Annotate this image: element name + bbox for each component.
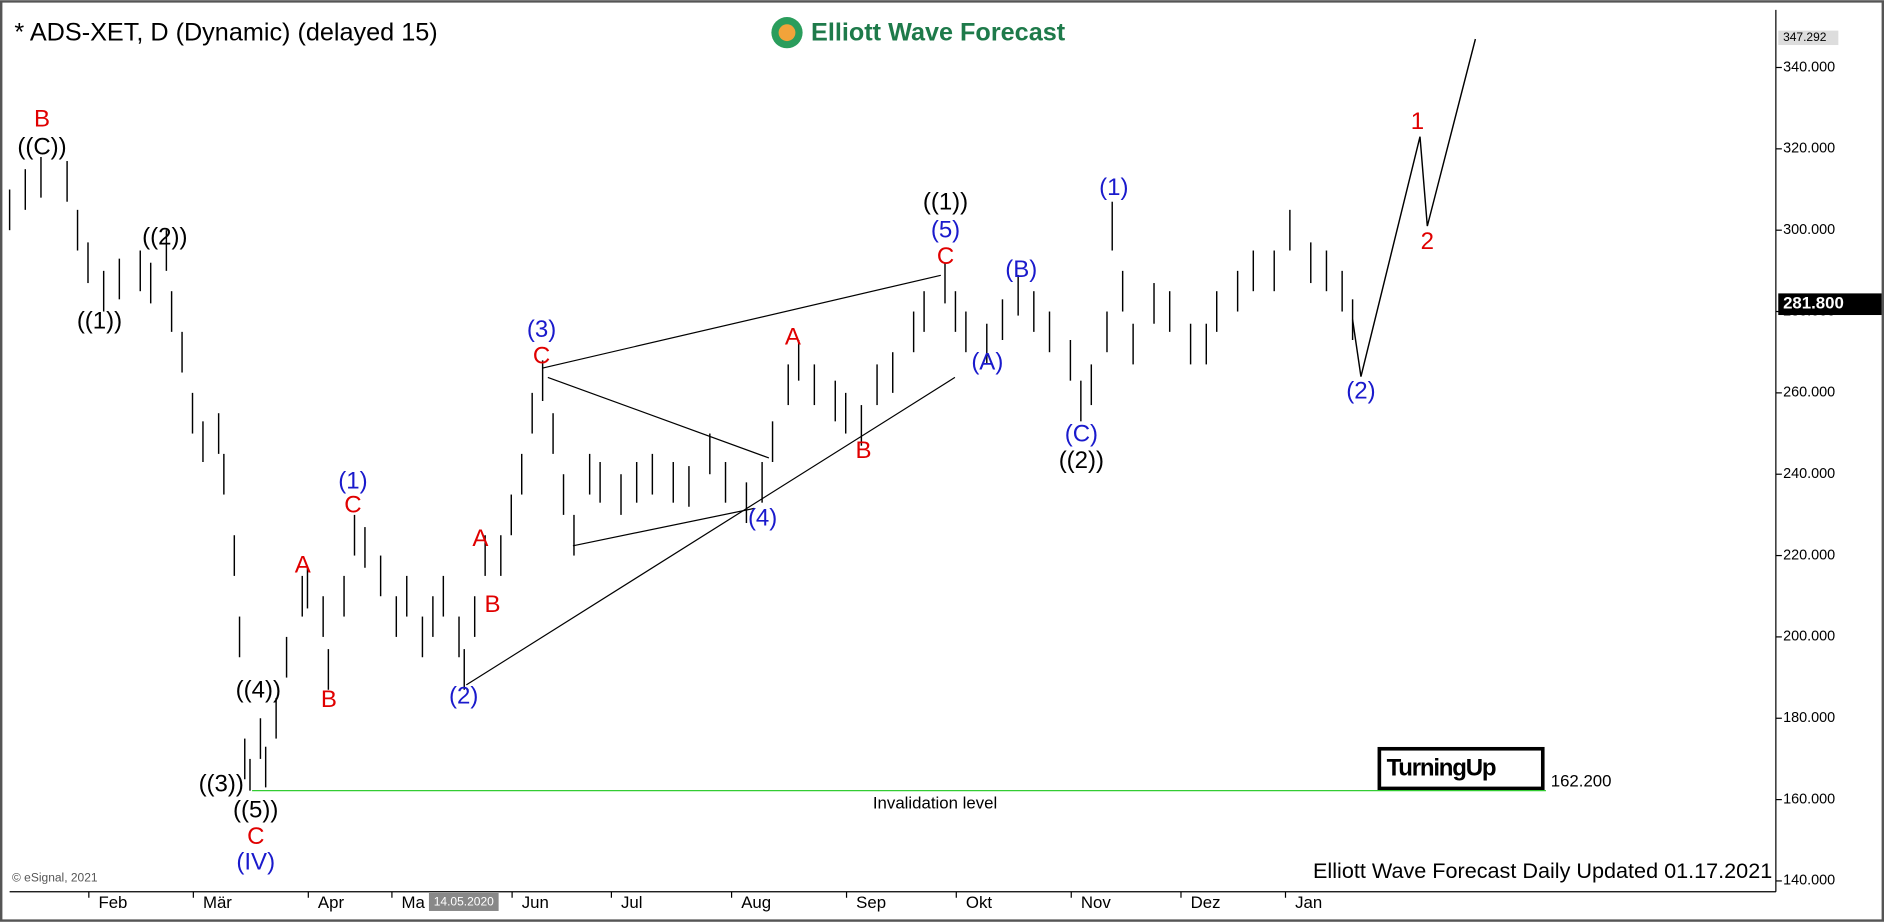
x-tick-label: Okt bbox=[966, 893, 992, 912]
wave-label: ((4)) bbox=[236, 676, 281, 703]
badge: TurningUp bbox=[1387, 755, 1496, 782]
y-tick-label: 220.000 bbox=[1783, 547, 1835, 563]
wave-label: C bbox=[247, 823, 264, 850]
y-tick-label: 320.000 bbox=[1783, 141, 1835, 157]
wave-label: C bbox=[344, 491, 361, 518]
trend-line bbox=[466, 376, 956, 686]
x-tick-label: Jun bbox=[522, 893, 549, 912]
x-tick-label: Jul bbox=[621, 893, 643, 912]
wave-label: ((C)) bbox=[17, 133, 66, 160]
x-tick-label: Mär bbox=[203, 893, 232, 912]
footer: Elliott Wave Forecast Daily Updated 01.1… bbox=[1313, 858, 1772, 883]
wave-label: 1 bbox=[1411, 108, 1424, 135]
logo-icon-inner bbox=[778, 24, 796, 42]
y-tick-label: 200.000 bbox=[1783, 629, 1835, 645]
y-tick-label: 180.000 bbox=[1783, 710, 1835, 726]
y-tick-label: 260.000 bbox=[1783, 385, 1835, 401]
y-tick-label: 140.000 bbox=[1783, 873, 1835, 889]
x-tick-label: Feb bbox=[98, 893, 127, 912]
wave-label: A bbox=[472, 525, 488, 552]
wave-label: (2) bbox=[449, 682, 478, 709]
cursor-box bbox=[428, 892, 499, 911]
x-tick-label: Sep bbox=[856, 893, 886, 912]
x-tick-label: Ma bbox=[402, 893, 426, 912]
wave-label: (IV) bbox=[236, 848, 275, 875]
logo: Elliott Wave Forecast bbox=[811, 19, 1066, 47]
chart-title: * ADS-XET, D (Dynamic) (delayed 15) bbox=[14, 19, 437, 47]
wave-label: ((1)) bbox=[77, 307, 122, 334]
wave-label: ((2)) bbox=[1059, 447, 1104, 474]
x-tick-label: Jan bbox=[1295, 893, 1322, 912]
invalidation-value: 162.200 bbox=[1551, 772, 1612, 791]
wave-label: 2 bbox=[1421, 228, 1434, 255]
wave-label: (1) bbox=[338, 467, 367, 494]
wave-label: ((2)) bbox=[142, 224, 187, 251]
wave-label: ((5)) bbox=[233, 797, 278, 824]
y-tick-label: 160.000 bbox=[1783, 791, 1835, 807]
wave-label: ((3)) bbox=[199, 770, 244, 797]
projection-line bbox=[1351, 38, 1477, 377]
copyright: © eSignal, 2021 bbox=[12, 871, 98, 885]
wave-label: C bbox=[937, 243, 954, 270]
price-tag: 347.292 bbox=[1783, 30, 1827, 44]
wave-label: A bbox=[785, 323, 801, 350]
price-tag-box bbox=[1778, 30, 1839, 46]
wave-label: (1) bbox=[1099, 174, 1128, 201]
x-tick-label: Apr bbox=[318, 893, 345, 912]
y-tick-label: 340.000 bbox=[1783, 59, 1835, 75]
wave-label: B bbox=[34, 106, 50, 133]
trend-line bbox=[572, 507, 755, 547]
wave-label: B bbox=[484, 591, 500, 618]
wave-label: (B) bbox=[1005, 256, 1037, 283]
trend-line bbox=[547, 376, 770, 459]
wave-label: C bbox=[533, 342, 550, 369]
x-tick-label: Dez bbox=[1191, 893, 1221, 912]
wave-label: (3) bbox=[527, 316, 556, 343]
wave-label: (C) bbox=[1065, 421, 1098, 448]
wave-label: B bbox=[855, 437, 871, 464]
wave-label: (2) bbox=[1346, 377, 1375, 404]
wave-label: A bbox=[295, 551, 311, 578]
x-tick-label: Aug bbox=[741, 893, 771, 912]
trend-line bbox=[542, 274, 941, 369]
wave-label: (5) bbox=[931, 216, 960, 243]
x-tick-label: Nov bbox=[1081, 893, 1111, 912]
plot: 140.000 160.000 180.000 200.000 220.000 240.0… bbox=[8, 30, 1882, 912]
y-tick-label: 300.000 bbox=[1783, 222, 1835, 238]
wave-label: (A) bbox=[971, 349, 1003, 376]
badge-box bbox=[1377, 746, 1545, 791]
invalidation-label: Invalidation level bbox=[873, 793, 997, 812]
wave-label: ((1)) bbox=[923, 189, 968, 216]
cursor-date: 14.05.2020 bbox=[434, 895, 494, 909]
price-tag-box bbox=[1778, 293, 1882, 316]
wave-label: (4) bbox=[748, 505, 777, 532]
price-tag: 281.800 bbox=[1783, 294, 1844, 313]
y-tick-label: 240.000 bbox=[1783, 466, 1835, 482]
wave-label: B bbox=[321, 686, 337, 713]
